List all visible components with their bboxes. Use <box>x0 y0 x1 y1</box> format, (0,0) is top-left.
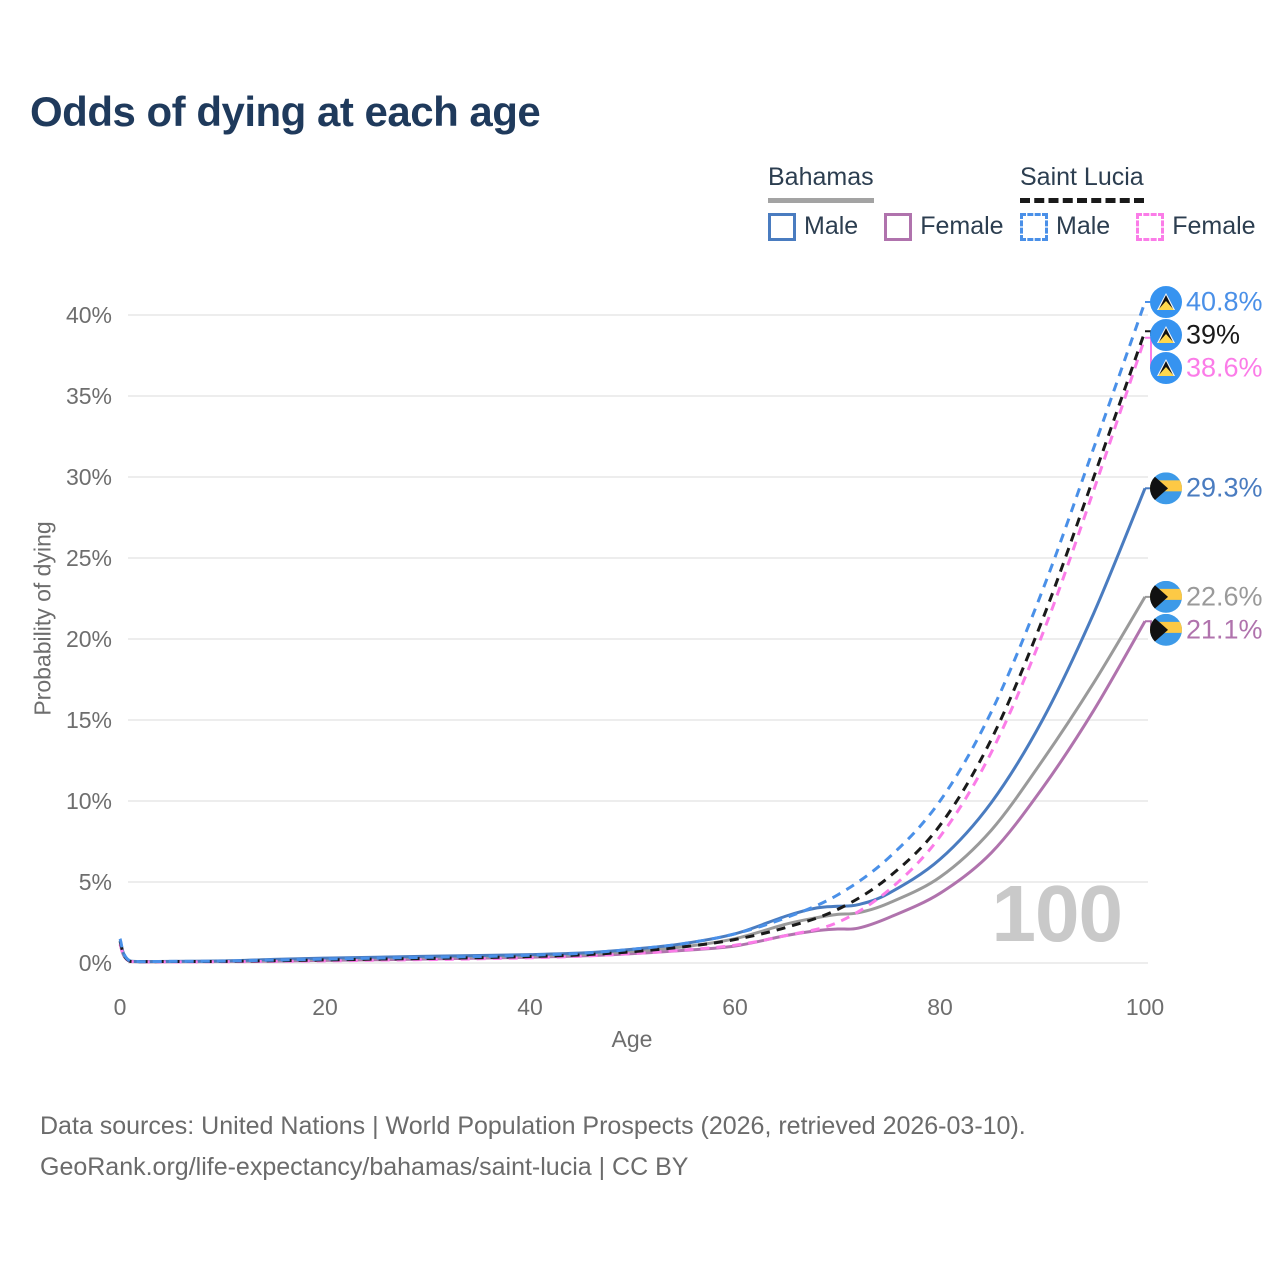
legend-item-bahamas-female[interactable]: Female <box>920 212 1004 240</box>
x-tick-label: 20 <box>312 994 338 1020</box>
x-tick-label: 80 <box>927 994 953 1020</box>
saint-lucia-female-swatch-icon[interactable] <box>1136 212 1165 241</box>
legend-item-saint-lucia-male[interactable]: Male <box>1056 212 1111 240</box>
x-tick-label: 60 <box>722 994 748 1020</box>
y-tick-label: 30% <box>65 464 112 490</box>
saint-lucia-flag-icon <box>1150 352 1182 385</box>
y-tick-label: 20% <box>65 626 112 652</box>
end-label-saint-lucia[interactable]: 39% <box>1186 319 1241 350</box>
legend-group-bahamas: Bahamas Male Female <box>768 163 1022 241</box>
end-label-saint-lucia-female[interactable]: 38.6% <box>1186 352 1263 383</box>
end-label-saint-lucia-male[interactable]: 40.8% <box>1186 286 1263 317</box>
x-tick-label: 100 <box>1125 994 1165 1020</box>
bahamas-flag-icon <box>1150 613 1182 646</box>
y-tick-label: 40% <box>65 302 112 328</box>
chart-title: Odds of dying at each age <box>30 88 541 135</box>
y-tick-label: 35% <box>65 383 112 409</box>
bahamas-flag-icon <box>1150 472 1182 505</box>
legend-country-saint-lucia[interactable]: Saint Lucia <box>1020 163 1144 203</box>
footer: Data sources: United Nations | World Pop… <box>40 1106 1026 1188</box>
bahamas-flag-icon <box>1150 580 1182 613</box>
y-tick-label: 10% <box>65 788 112 814</box>
footer-link-line[interactable]: GeoRank.org/life-expectancy/bahamas/sain… <box>40 1153 689 1181</box>
bahamas-male-swatch-icon[interactable] <box>768 212 796 241</box>
hover-age-watermark: 100 <box>991 869 1123 958</box>
legend-group-saint-lucia: Saint Lucia Male Female <box>1020 163 1274 241</box>
y-axis-title: Probability of dying <box>29 521 56 716</box>
end-label-bahamas-male[interactable]: 29.3% <box>1186 472 1263 503</box>
x-axis-title: Age <box>611 1026 653 1052</box>
bahamas-female-swatch-icon[interactable] <box>884 212 913 241</box>
y-tick-label: 0% <box>78 950 112 976</box>
y-tick-label: 15% <box>65 707 112 733</box>
end-label-bahamas-female[interactable]: 21.1% <box>1186 614 1263 645</box>
saint-lucia-male-swatch-icon[interactable] <box>1020 212 1048 241</box>
legend-item-saint-lucia-female[interactable]: Female <box>1172 212 1256 240</box>
footer-sources-line: Data sources: United Nations | World Pop… <box>40 1112 1026 1140</box>
x-tick-label: 40 <box>517 994 543 1020</box>
legend-country-bahamas[interactable]: Bahamas <box>768 163 874 203</box>
y-tick-label: 25% <box>65 545 112 571</box>
y-tick-label: 5% <box>78 869 112 895</box>
saint-lucia-flag-icon <box>1150 319 1182 352</box>
series-line-saint-lucia-male[interactable] <box>118 301 1147 964</box>
saint-lucia-flag-icon <box>1150 286 1182 319</box>
legend-item-bahamas-male[interactable]: Male <box>804 212 859 240</box>
end-label-bahamas[interactable]: 22.6% <box>1186 581 1263 612</box>
x-tick-label: 0 <box>113 994 127 1020</box>
